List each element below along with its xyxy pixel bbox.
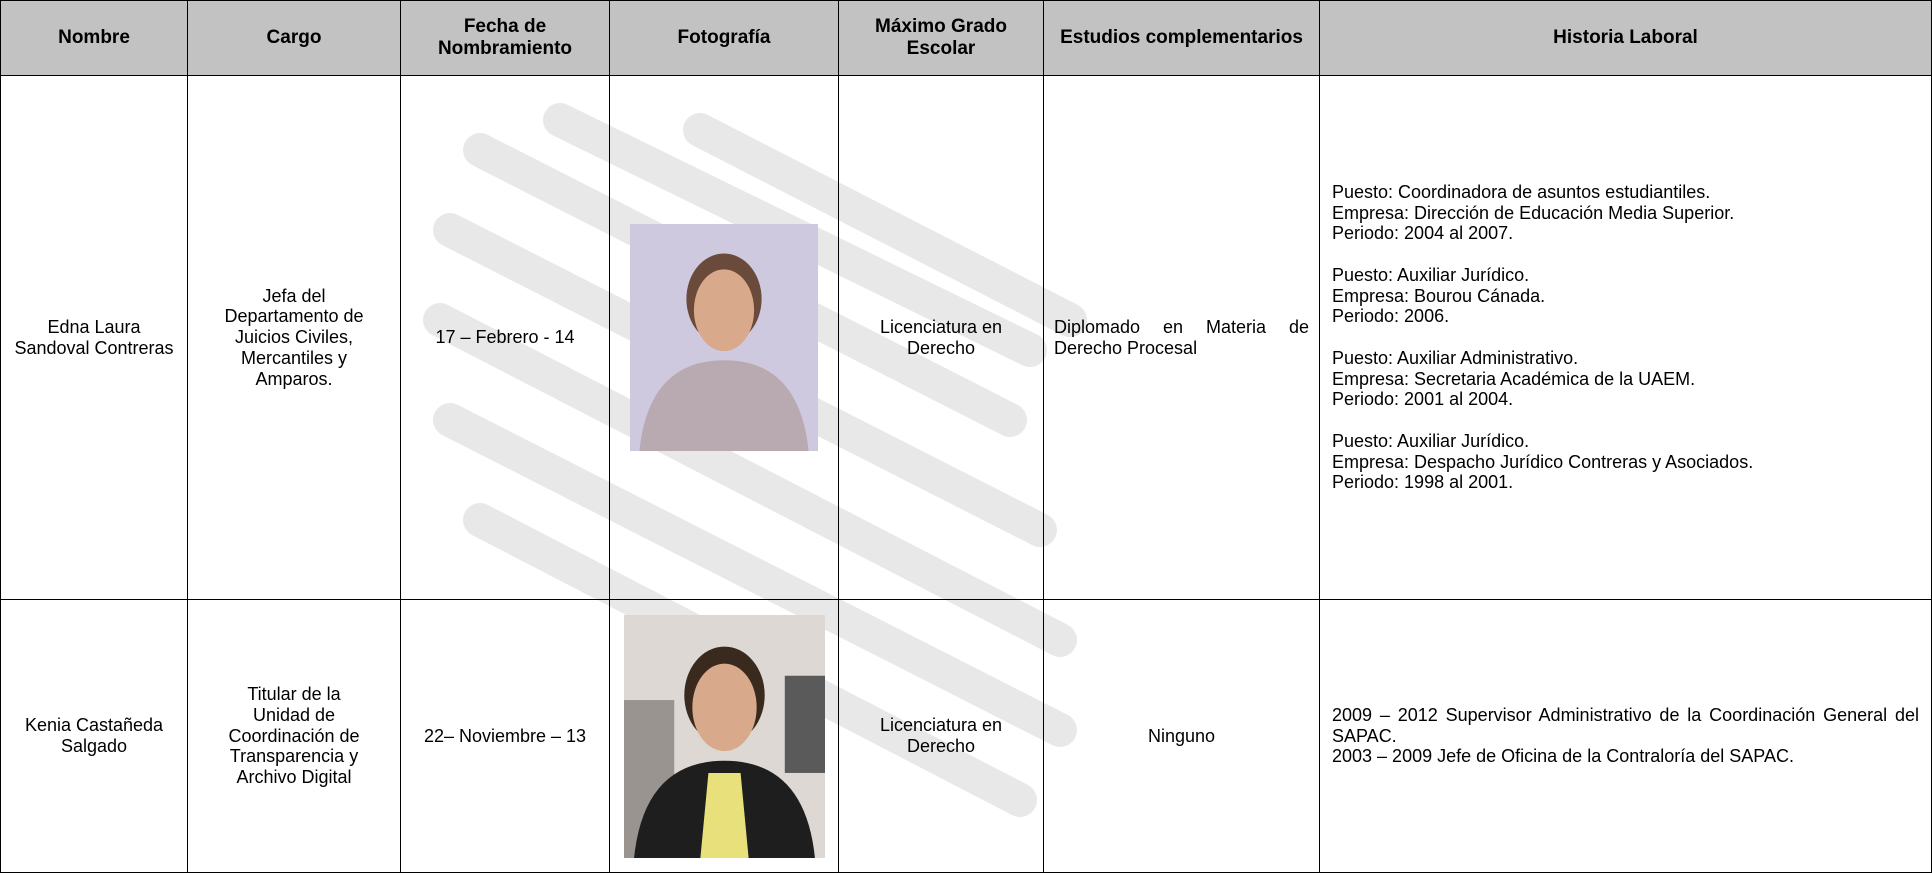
history-line: Puesto: Auxiliar Jurídico. <box>1332 431 1530 452</box>
history-line: 2003 – 2009 Jefe de Oficina de la Contra… <box>1332 746 1794 767</box>
history-line: Periodo: 2001 al 2004. <box>1332 389 1514 410</box>
history-entry: Puesto: Auxiliar Administrativo. Empresa:… <box>1332 348 1919 410</box>
photo <box>623 614 825 858</box>
estudios-cell: Diplomado en Materia de Derecho Procesal <box>1043 75 1320 600</box>
estudios-cell: Ninguno <box>1043 599 1320 873</box>
history-entry: Puesto: Auxiliar Jurídico. Empresa: Despa… <box>1332 431 1919 493</box>
table-row: Kenia Castañeda Salgado Titular de la Uni… <box>0 599 1932 873</box>
photo-cell <box>609 75 839 600</box>
history-line: Empresa: Bourou Cánada. <box>1332 285 1546 306</box>
cargo-cell: Titular de la Unidad de Coordinación de … <box>187 599 401 873</box>
table-row: Edna Laura Sandoval Contreras Jefa del De… <box>0 75 1932 600</box>
header-row: Nombre Cargo Fecha de Nombramiento Fotograf… <box>0 0 1932 76</box>
grado-cell: Licenciatura en Derecho <box>838 75 1044 600</box>
history-line: Empresa: Secretaria Académica de la UAEM… <box>1332 368 1696 389</box>
history-line: Puesto: Auxiliar Jurídico. <box>1332 264 1530 285</box>
history-entry: Puesto: Coordinadora de asuntos estudian… <box>1332 182 1919 244</box>
history-line: 2009 – 2012 Supervisor Administrativo de… <box>1332 704 1919 746</box>
historia-cell: 2009 – 2012 Supervisor Administrativo de… <box>1319 599 1932 873</box>
fecha-cell: 22– Noviembre – 13 <box>400 599 610 873</box>
column-header: Historia Laboral <box>1319 0 1932 76</box>
column-header: Estudios complementarios <box>1043 0 1320 76</box>
nombre-cell: Kenia Castañeda Salgado <box>0 599 188 873</box>
photo-cell <box>609 599 839 873</box>
history-line: Empresa: Dirección de Educación Media Su… <box>1332 202 1735 223</box>
column-header: Fotografía <box>609 0 839 76</box>
history-line: Periodo: 2006. <box>1332 306 1450 327</box>
grado-cell: Licenciatura en Derecho <box>838 599 1044 873</box>
history-line: Periodo: 2004 al 2007. <box>1332 223 1514 244</box>
fecha-cell: 17 – Febrero - 14 <box>400 75 610 600</box>
column-header: Máximo Grado Escolar <box>838 0 1044 76</box>
history-line: Empresa: Despacho Jurídico Contreras y A… <box>1332 451 1754 472</box>
history-entry: 2003 – 2009 Jefe de Oficina de la Contra… <box>1332 746 1919 767</box>
photo <box>630 224 818 451</box>
history-line: Periodo: 1998 al 2001. <box>1332 472 1514 493</box>
column-header: Fecha de Nombramiento <box>400 0 610 76</box>
history-entry: Puesto: Auxiliar Jurídico. Empresa: Bouro… <box>1332 265 1919 327</box>
history-line: Puesto: Auxiliar Administrativo. <box>1332 348 1579 368</box>
history-entry: 2009 – 2012 Supervisor Administrativo de… <box>1332 705 1919 746</box>
history-line: Puesto: Coordinadora de asuntos estudian… <box>1332 181 1711 202</box>
nombre-cell: Edna Laura Sandoval Contreras <box>0 75 188 600</box>
column-header: Nombre <box>0 0 188 76</box>
column-header: Cargo <box>187 0 401 76</box>
historia-cell: Puesto: Coordinadora de asuntos estudian… <box>1319 75 1932 600</box>
cargo-cell: Jefa del Departamento de Juicios Civiles… <box>187 75 401 600</box>
